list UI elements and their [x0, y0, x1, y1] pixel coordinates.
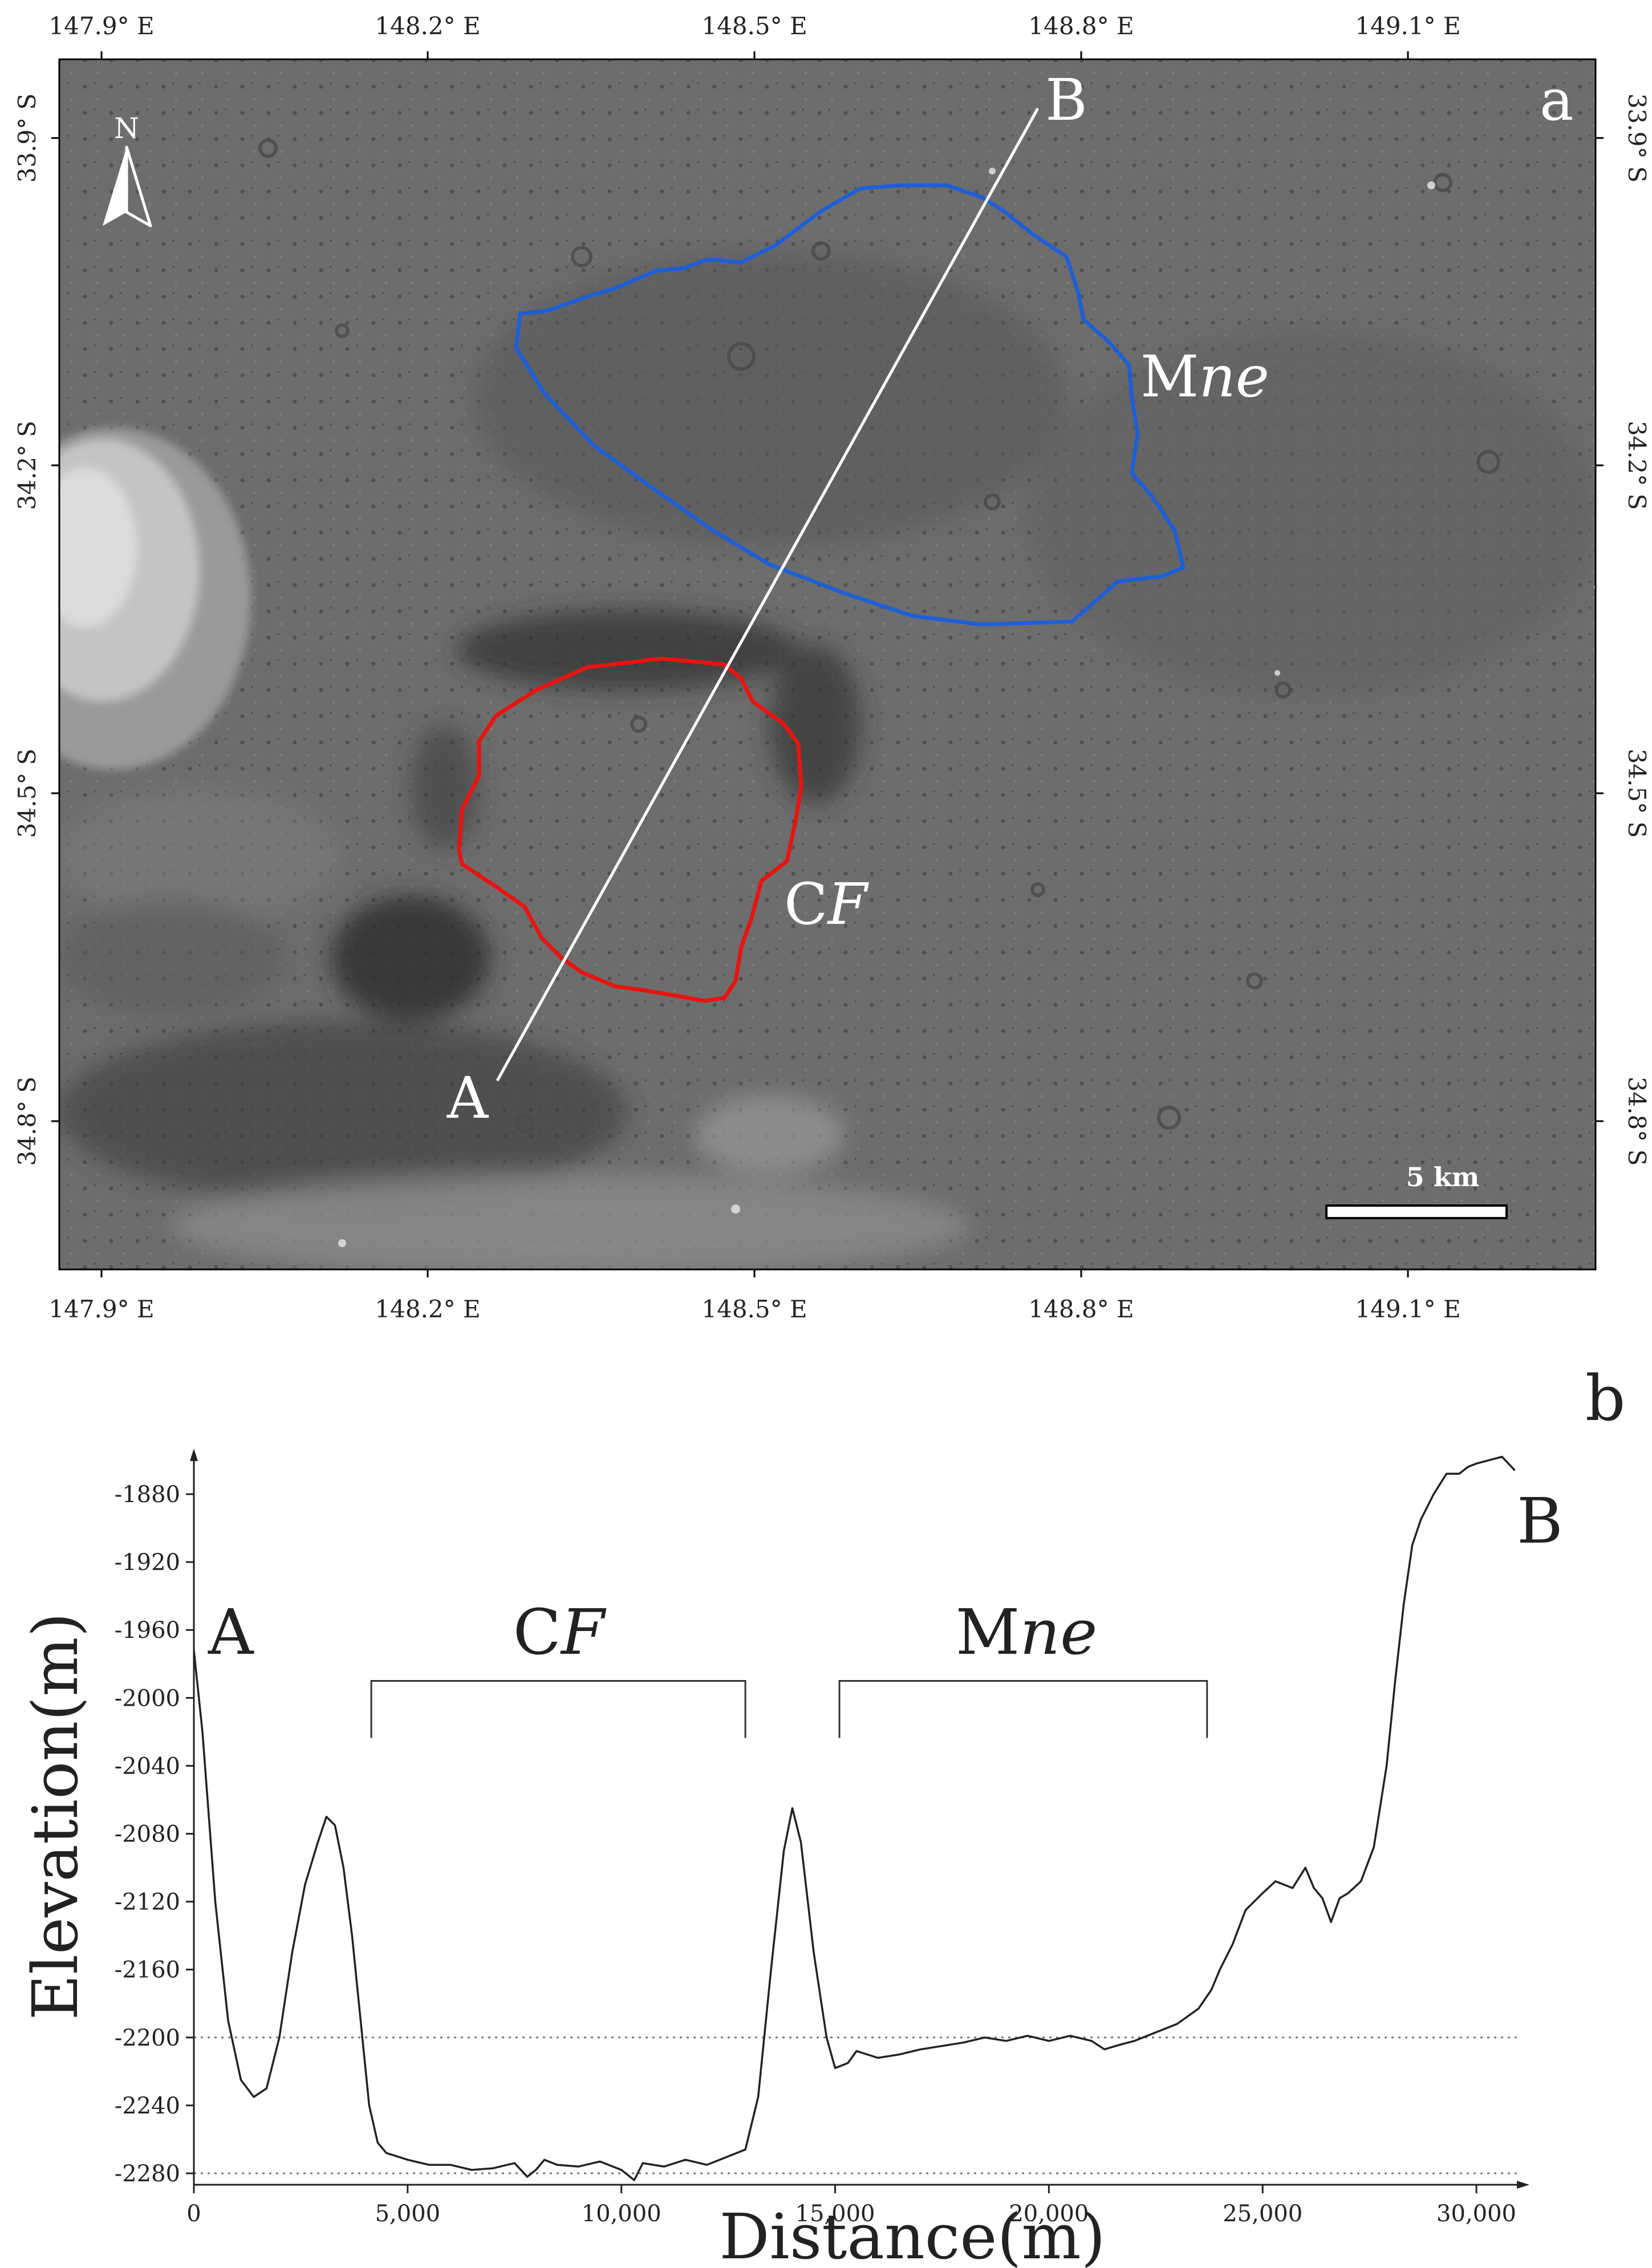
top-lon-label: 149.1° E: [1355, 12, 1460, 40]
profile-line: [496, 107, 1040, 1082]
x-ticks: 0 5,000 10,000 15,000 20,000 25,000 30,000: [186, 2185, 1516, 2227]
left-lat-label: 34.2° S: [13, 421, 41, 510]
x-tick-label: 25,000: [1223, 2201, 1302, 2227]
north-label: N: [114, 112, 139, 145]
cf-chart-main: C: [513, 1596, 561, 1669]
profile-start-map-label: A: [447, 1065, 489, 1131]
cf-chart-italic: F: [560, 1596, 607, 1669]
y-tick-label: -2280: [115, 2161, 180, 2187]
profile-end-chart-label: B: [1517, 1484, 1563, 1557]
bottom-lon-label: 148.8° E: [1028, 1295, 1134, 1323]
y-tick-label: -2080: [115, 1821, 180, 1848]
x-tick-label: 30,000: [1436, 2201, 1516, 2227]
top-lon-label: 147.9° E: [48, 12, 154, 40]
panel-a-label: a: [1540, 67, 1574, 133]
segment-bracket: [838, 1680, 1208, 1738]
right-lat-label: 34.5° S: [1623, 749, 1651, 838]
x-tick-label: 20,000: [1009, 2201, 1089, 2227]
y-ticks: -1880 -1920 -1960 -2000 -2040 -2080 -2120 -2160…: [115, 1482, 194, 2187]
profile-end-map-label: B: [1045, 67, 1087, 133]
bottom-lon-label: 149.1° E: [1355, 1295, 1460, 1323]
bottom-lon-labels: 147.9° E 148.2° E 148.5° E 148.8° E 149.…: [48, 1295, 1460, 1323]
left-lat-label: 33.9° S: [13, 94, 41, 183]
elevation-profile-line: [193, 1455, 1516, 2181]
right-lat-label: 34.2° S: [1623, 421, 1651, 510]
y-tick-label: -2040: [115, 1753, 180, 1779]
bright-crater: [59, 428, 251, 770]
top-lon-labels: 147.9° E 148.2° E 148.5° E 148.8° E 149.…: [48, 12, 1460, 40]
y-tick-label: -2000: [115, 1685, 180, 1711]
y-tick-label: -1960: [115, 1617, 180, 1644]
bright-spots: [338, 168, 1596, 1247]
reference-lines: [194, 2036, 1519, 2174]
panel-b-label: b: [1585, 1362, 1625, 1435]
mne-map-label: Mne: [1140, 343, 1269, 410]
left-lat-labels: 33.9° S 34.2° S 34.5° S 34.8° S: [13, 94, 41, 1166]
mne-boundary: [514, 183, 1186, 627]
north-arrow-icon: [103, 145, 152, 228]
bottom-lon-label: 147.9° E: [48, 1295, 154, 1323]
map-ticks: [51, 51, 1604, 1277]
x-tick-label: 15,000: [795, 2201, 875, 2227]
y-tick-label: -2160: [115, 1957, 180, 1983]
segment-brackets: [370, 1680, 1208, 1738]
right-lat-label: 34.8° S: [1623, 1077, 1651, 1166]
x-tick-label: 10,000: [582, 2201, 661, 2227]
cf-italic: F: [827, 871, 870, 938]
north-arrow: N: [103, 112, 152, 228]
x-axis-arrow: [1517, 2181, 1529, 2189]
bottom-lon-label: 148.2° E: [375, 1295, 480, 1323]
top-lon-label: 148.8° E: [1028, 12, 1134, 40]
cf-main: C: [784, 871, 828, 938]
segment-bracket: [370, 1680, 746, 1738]
y-tick-label: -2200: [115, 2025, 180, 2051]
y-tick-label: -1920: [115, 1549, 180, 1576]
x-tick-label: 0: [186, 2201, 201, 2227]
y-tick-label: -2240: [115, 2093, 180, 2119]
lunar-map: [59, 59, 1596, 1269]
mne-chart-italic: ne: [1020, 1596, 1097, 1669]
small-craters: [258, 139, 1500, 1133]
top-lon-label: 148.2° E: [375, 12, 480, 40]
y-axis-arrow: [190, 1449, 198, 1461]
left-lat-label: 34.5° S: [13, 749, 41, 838]
scale-bar-label: 5 km: [1406, 1162, 1480, 1192]
top-lon-label: 148.5° E: [701, 12, 807, 40]
scale-bar-rect: [1325, 1204, 1508, 1219]
left-lat-label: 34.8° S: [13, 1077, 41, 1166]
mne-chart-label: Mne: [956, 1596, 1098, 1669]
mne-chart-main: M: [956, 1596, 1020, 1669]
right-lat-label: 33.9° S: [1623, 94, 1651, 183]
right-lat-labels: 33.9° S 34.2° S 34.5° S 34.8° S: [1623, 94, 1651, 1166]
mne-main: M: [1140, 343, 1199, 410]
y-tick-label: -1880: [115, 1482, 180, 1508]
x-tick-label: 5,000: [375, 2201, 441, 2227]
scale-bar: 5 km: [1325, 1162, 1508, 1219]
cf-chart-label: CF: [513, 1596, 607, 1669]
bottom-lon-label: 148.5° E: [701, 1295, 807, 1323]
mne-italic: ne: [1199, 343, 1269, 410]
profile-chart: -1880 -1920 -1960 -2000 -2040 -2080 -2120 -2160…: [19, 1449, 1563, 2268]
y-tick-label: -2120: [115, 1889, 180, 1916]
profile-start-chart-label: A: [208, 1596, 254, 1669]
x-axis-title: Distance(m): [719, 2200, 1105, 2268]
cf-map-label: CF: [784, 871, 870, 938]
terrain-shading: [59, 251, 1596, 1269]
map-frame: [58, 58, 1597, 1271]
cf-boundary: [457, 656, 803, 1003]
y-axis-title: Elevation(m): [19, 1613, 92, 2020]
